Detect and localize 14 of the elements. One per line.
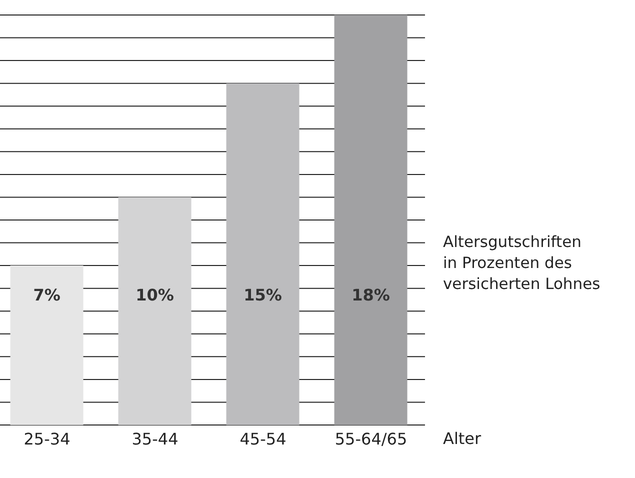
bar — [334, 15, 408, 425]
x-tick-label: 25-34 — [24, 429, 70, 448]
data-label: 10% — [136, 286, 174, 304]
bar — [226, 83, 300, 425]
data-label: 18% — [352, 286, 390, 304]
x-tick-label: 45-54 — [240, 429, 286, 448]
text: Altersgutschriften in Prozenten des versicherten Lohnes — [443, 232, 600, 295]
x-tick-label: 35-44 — [132, 429, 178, 448]
bar — [118, 197, 192, 425]
data-label: 15% — [244, 286, 282, 304]
x-tick-label: 55-64/65 — [334, 429, 408, 448]
x-axis-title: Alter — [443, 429, 482, 448]
data-label: 7% — [33, 286, 60, 304]
bar — [10, 266, 84, 425]
